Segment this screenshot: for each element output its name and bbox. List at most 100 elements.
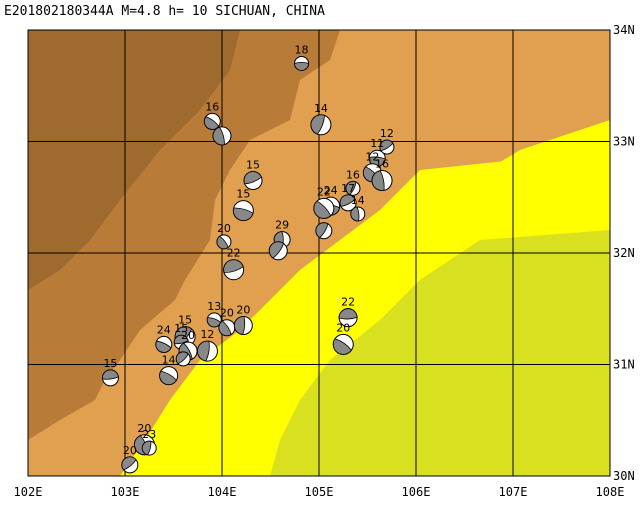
longitude-tick-label: 105E <box>305 485 334 499</box>
beachball-compression <box>197 340 210 362</box>
event-depth-label: 29 <box>275 219 289 232</box>
event-depth-label: 20 <box>217 222 231 235</box>
beachball-compression <box>268 241 285 259</box>
earthquake-event[interactable]: 20 <box>218 307 236 337</box>
event-depth-label: 20 <box>123 444 137 457</box>
longitude-tick-label: 106E <box>402 485 431 499</box>
event-depth-label: 16 <box>205 100 219 113</box>
beachball-compression <box>339 194 356 207</box>
beachball-compression <box>243 171 262 185</box>
longitude-tick-label: 104E <box>208 485 237 499</box>
earthquake-event[interactable]: 18 <box>294 43 310 71</box>
beachball-compression <box>371 170 385 191</box>
longitude-tick-label: 102E <box>14 485 43 499</box>
earthquake-event[interactable]: 16 <box>203 100 221 130</box>
earthquake-event[interactable]: 13 <box>206 300 222 328</box>
longitude-tick-label: 103E <box>111 485 140 499</box>
event-depth-label: 17 <box>341 182 355 195</box>
latitude-labels: 30N 31N 32N 33N 34N <box>613 23 635 483</box>
earthquake-event[interactable]: 20 <box>216 222 232 250</box>
event-depth-label: 11 <box>370 137 384 150</box>
earthquake-event[interactable] <box>315 222 333 240</box>
event-depth-label: 14 <box>162 354 176 367</box>
event-depth-label: 23 <box>142 428 156 441</box>
beachball-compression <box>206 317 222 328</box>
beachball-compression <box>159 370 177 385</box>
beachball-compression <box>121 456 137 471</box>
longitude-tick-label: 107E <box>499 485 528 499</box>
earthquake-event[interactable]: 22 <box>338 296 358 328</box>
beachball-compression <box>232 207 254 221</box>
earthquake-event[interactable]: 22 <box>313 185 335 219</box>
beachball-compression <box>173 334 189 345</box>
event-depth-label: 18 <box>295 43 309 56</box>
beachball-compression <box>345 180 357 196</box>
earthquake-event[interactable] <box>175 351 191 367</box>
map-title: E201802180344A M=4.8 h= 10 SICHUAN, CHIN… <box>4 4 325 19</box>
map-frame <box>27 29 611 477</box>
beachball-compression <box>350 206 360 222</box>
earthquake-event[interactable]: 15 <box>101 357 119 387</box>
earthquake-event[interactable]: 23 <box>141 428 157 456</box>
event-depth-label: 22 <box>341 296 355 309</box>
event-depth-label: 24 <box>157 323 171 336</box>
earthquake-event[interactable]: 16 <box>345 168 361 196</box>
beachball-compression <box>379 139 394 152</box>
earthquake-event[interactable]: 24 <box>155 323 173 353</box>
beachball-compression <box>338 308 358 320</box>
beachball-compression <box>175 351 189 365</box>
event-depth-label: 20 <box>137 422 151 435</box>
event-depth-label: 15 <box>236 188 250 201</box>
earthquake-event[interactable]: 12 <box>379 127 395 155</box>
longitude-labels: 102E 103E 104E 105E 106E 107E 108E <box>14 485 625 499</box>
event-depth-label: 24 <box>324 184 338 197</box>
beachball-compression <box>294 62 309 71</box>
latitude-tick-label: 34N <box>613 23 635 37</box>
beachball-compression <box>141 440 152 456</box>
event-depth-label: 20 <box>336 321 350 334</box>
earthquake-event[interactable] <box>212 126 232 146</box>
event-depth-label: 20 <box>236 303 250 316</box>
earthquake-event[interactable]: 15 <box>232 188 254 222</box>
earthquake-event[interactable]: 20 <box>233 303 253 335</box>
beachball-compression <box>332 338 352 355</box>
earthquake-event[interactable]: 14 <box>159 354 179 386</box>
terrain-basin <box>270 230 610 476</box>
event-depth-label: 12 <box>380 127 394 140</box>
latitude-tick-label: 32N <box>613 246 635 260</box>
beachball-compression <box>310 114 325 135</box>
event-depth-label: 12 <box>200 328 214 341</box>
event-depth-label: 12 <box>365 151 379 164</box>
earthquake-event[interactable]: 12 <box>196 328 218 362</box>
event-depth-label: 13 <box>207 300 221 313</box>
earthquake-event[interactable]: 20 <box>332 321 354 355</box>
earthquake-event[interactable]: 15 <box>243 159 263 191</box>
beachball-compression <box>203 116 220 130</box>
event-depth-label: 22 <box>317 185 331 198</box>
earthquake-event[interactable]: 22 <box>223 247 245 281</box>
event-depth-label: 14 <box>351 194 365 207</box>
earthquake-event[interactable]: 16 <box>371 158 393 192</box>
earthquake-event[interactable] <box>268 241 288 261</box>
latitude-tick-label: 33N <box>613 135 635 149</box>
latitude-tick-label: 31N <box>613 358 635 372</box>
beachball-compression <box>212 126 225 146</box>
beachball-compression <box>233 316 246 335</box>
event-depth-label: 15 <box>103 357 117 370</box>
event-depth-label: 15 <box>246 159 260 172</box>
earthquake-event[interactable]: 17 <box>339 182 357 212</box>
earthquake-event[interactable]: 11 <box>368 137 386 167</box>
beachball-compression <box>155 340 172 353</box>
earthquake-event[interactable]: 14 <box>310 102 332 136</box>
beachball-compression <box>102 369 119 380</box>
event-depth-label: 22 <box>227 247 241 260</box>
beachball-compression <box>223 259 244 274</box>
event-depth-label: 14 <box>314 102 328 115</box>
earthquake-event[interactable]: 14 <box>350 194 366 222</box>
earthquake-event[interactable]: 20 <box>121 444 139 474</box>
longitude-tick-label: 108E <box>596 485 625 499</box>
terrain-low-north <box>430 120 610 210</box>
beachball-compression <box>218 320 232 337</box>
